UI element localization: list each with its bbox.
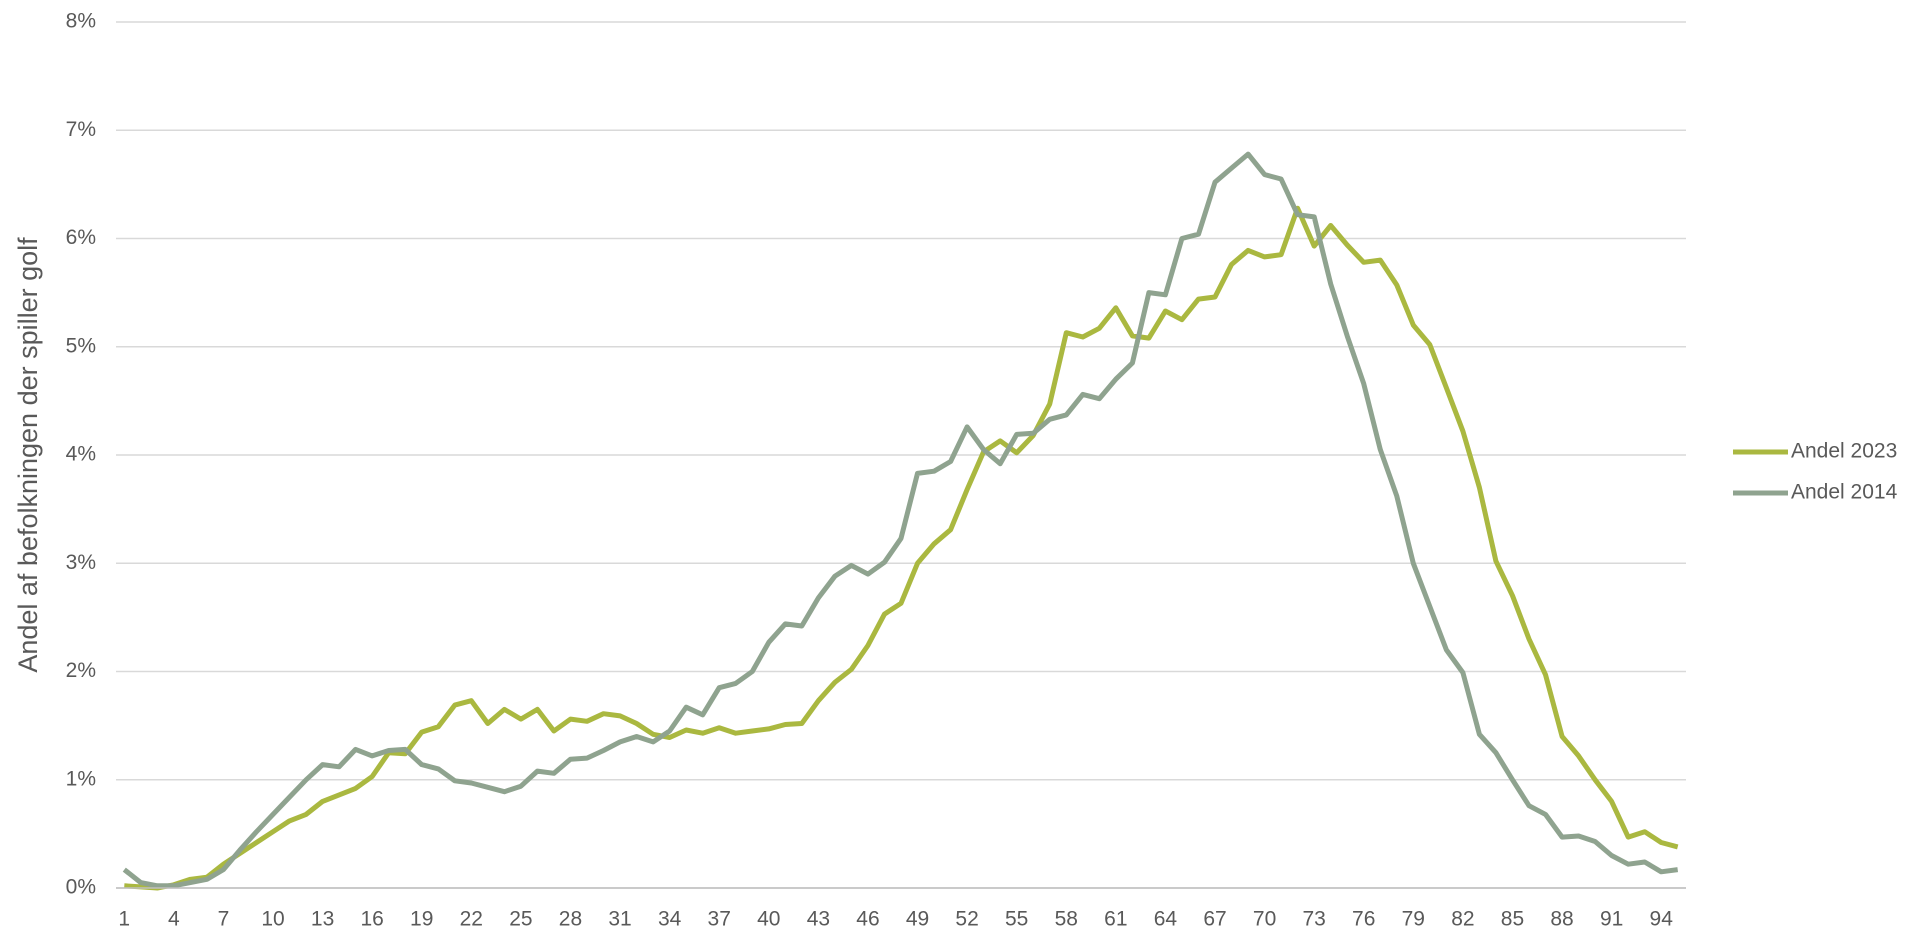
x-tick-label: 58	[1055, 908, 1078, 931]
y-tick-label: 2%	[66, 659, 96, 682]
x-tick-label: 94	[1650, 908, 1674, 931]
x-tick-label: 67	[1203, 908, 1226, 931]
y-tick-label: 3%	[66, 551, 96, 574]
x-tick-label: 70	[1253, 908, 1276, 931]
x-tick-label: 31	[608, 908, 631, 931]
x-tick-label: 34	[658, 908, 682, 931]
y-tick-label: 4%	[66, 443, 96, 466]
y-axis-label: Andel af befolkningen der spiller golf	[13, 237, 43, 673]
y-tick-label: 8%	[66, 10, 96, 33]
x-tick-label: 7	[218, 908, 230, 931]
y-tick-label: 7%	[66, 118, 96, 141]
x-tick-label: 22	[460, 908, 483, 931]
x-tick-label: 52	[955, 908, 978, 931]
x-tick-label: 16	[360, 908, 383, 931]
x-tick-label: 49	[906, 908, 929, 931]
x-tick-label: 46	[856, 908, 879, 931]
x-tick-label: 73	[1302, 908, 1325, 931]
y-tick-label: 5%	[66, 334, 96, 357]
x-tick-label: 55	[1005, 908, 1028, 931]
x-tick-label: 43	[807, 908, 830, 931]
x-tick-label: 19	[410, 908, 433, 931]
series-line	[122, 151, 1679, 889]
x-tick-label: 85	[1501, 908, 1524, 931]
legend-label: Andel 2014	[1791, 481, 1898, 504]
y-tick-label: 1%	[66, 767, 96, 790]
x-tick-label: 37	[708, 908, 731, 931]
y-tick-label: 0%	[66, 876, 96, 899]
x-tick-label: 1	[118, 908, 130, 931]
y-tick-label: 6%	[66, 226, 96, 249]
x-tick-label: 10	[261, 908, 284, 931]
x-tick-label: 64	[1154, 908, 1178, 931]
x-tick-label: 28	[559, 908, 582, 931]
x-tick-label: 40	[757, 908, 780, 931]
x-tick-label: 88	[1550, 908, 1573, 931]
x-tick-label: 13	[311, 908, 334, 931]
x-tick-label: 25	[509, 908, 532, 931]
legend-label: Andel 2023	[1791, 440, 1897, 463]
series-line	[124, 205, 1679, 891]
x-tick-label: 76	[1352, 908, 1375, 931]
x-tick-label: 4	[168, 908, 180, 931]
x-tick-label: 79	[1402, 908, 1425, 931]
x-tick-label: 91	[1600, 908, 1623, 931]
x-tick-label: 82	[1451, 908, 1474, 931]
x-tick-label: 61	[1104, 908, 1127, 931]
